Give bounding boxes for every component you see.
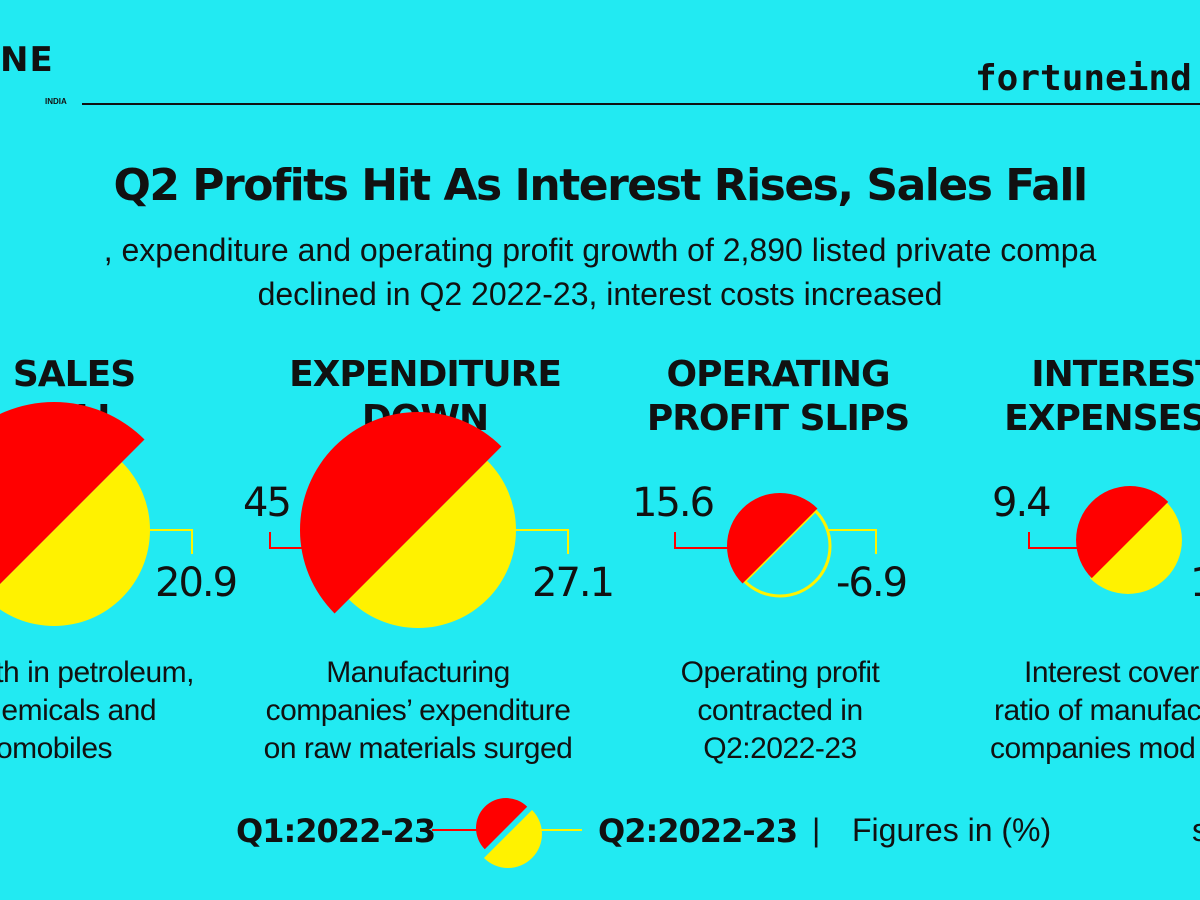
chart-title: Q2 Profits Hit As Interest Rises, Sales …: [113, 160, 1088, 211]
glyph-1-q2-half: [348, 460, 516, 628]
value-label-operating-q2: -6.9: [836, 560, 908, 606]
panel-description-line: on raw materials surged: [263, 732, 573, 765]
connector-expenditure-q2: [512, 529, 569, 554]
panel-description-line: contracted in: [697, 694, 863, 727]
connector-operating-q2: [828, 529, 877, 554]
panel-description-line: th in petroleum,: [0, 656, 195, 689]
glyph-2-q2-outline: [742, 508, 832, 598]
panel-description-line: ratio of manufac: [994, 694, 1200, 727]
chart-subtitle-line-2: declined in Q2 2022-23, interest costs i…: [257, 276, 943, 312]
value-label-operating-q1: 15.6: [632, 480, 715, 526]
logo-subtitle: INDIA: [45, 97, 67, 106]
panel-description-interest: Interest cover ratio of manufac companie…: [990, 654, 1200, 768]
glyph-3-q1-half: [1076, 486, 1169, 579]
glyph-2-q1-half: [727, 492, 818, 584]
panel-description-line: Q2:2022-23: [703, 732, 857, 765]
panel-description-expenditure: Manufacturing companies’ expenditure on …: [208, 654, 628, 768]
glyph-0-q2-half: [0, 462, 150, 626]
panel-description-operating: Operating profit contracted in Q2:2022-2…: [570, 654, 990, 768]
legend-q1-label: Q1:2022-23: [236, 812, 436, 850]
value-label-expenditure-q2: 27.1: [532, 560, 615, 606]
value-label-sales-q2: 20.9: [155, 560, 238, 606]
panel-heading-line: OPERATING: [666, 354, 891, 395]
value-label-interest-q2: 1: [1190, 560, 1200, 606]
fortune-logo: NE: [0, 40, 54, 80]
legend-trailing: s: [1192, 812, 1200, 848]
glyph-1-q1-half: [300, 412, 502, 614]
panel-description-sales: th in petroleum, emicals and utomobiles: [0, 654, 312, 768]
connector-interest-q1: [1028, 532, 1078, 549]
panel-heading-line: PROFIT SLIPS: [646, 398, 910, 439]
value-label-interest-q1: 9.4: [992, 480, 1052, 526]
glyph-3-q2-half: [1089, 501, 1182, 594]
connector-expenditure-q1: [269, 532, 322, 549]
panel-heading-operating-profit: OPERATING PROFIT SLIPS: [578, 353, 978, 441]
panel-heading-line: EXPENDITURE: [289, 354, 562, 395]
legend-q2-label: Q2:2022-23: [598, 812, 798, 850]
connector-sales-q2: [143, 529, 193, 554]
site-url: fortuneind: [975, 58, 1192, 99]
panel-heading-line: INTEREST: [1031, 354, 1200, 395]
panel-description-line: Manufacturing: [326, 656, 510, 689]
legend-glyph-q2: [483, 809, 542, 868]
panel-heading-line: SALES: [12, 354, 136, 395]
legend-separator: |: [812, 812, 821, 848]
header-divider: [82, 103, 1200, 105]
panel-description-line: emicals and: [1, 694, 156, 727]
connector-operating-q1: [674, 532, 730, 549]
panel-description-line: utomobiles: [0, 732, 113, 765]
value-label-expenditure-q1: 45: [243, 480, 292, 526]
glyph-0-q1-half: [0, 402, 145, 585]
panel-heading-interest: INTEREST EXPENSES U: [925, 353, 1200, 441]
chart-subtitle-line-1: , expenditure and operating profit growt…: [103, 232, 1097, 268]
panel-heading-line: EXPENSES U: [1004, 398, 1200, 439]
panel-description-line: companies’ expenditure: [265, 694, 571, 727]
legend-units: Figures in (%): [852, 812, 1052, 848]
panel-description-line: Interest cover: [1024, 656, 1199, 689]
panel-description-line: companies mod: [990, 732, 1196, 765]
panel-description-line: Operating profit: [680, 656, 880, 689]
legend-glyph-q1: [476, 798, 528, 850]
